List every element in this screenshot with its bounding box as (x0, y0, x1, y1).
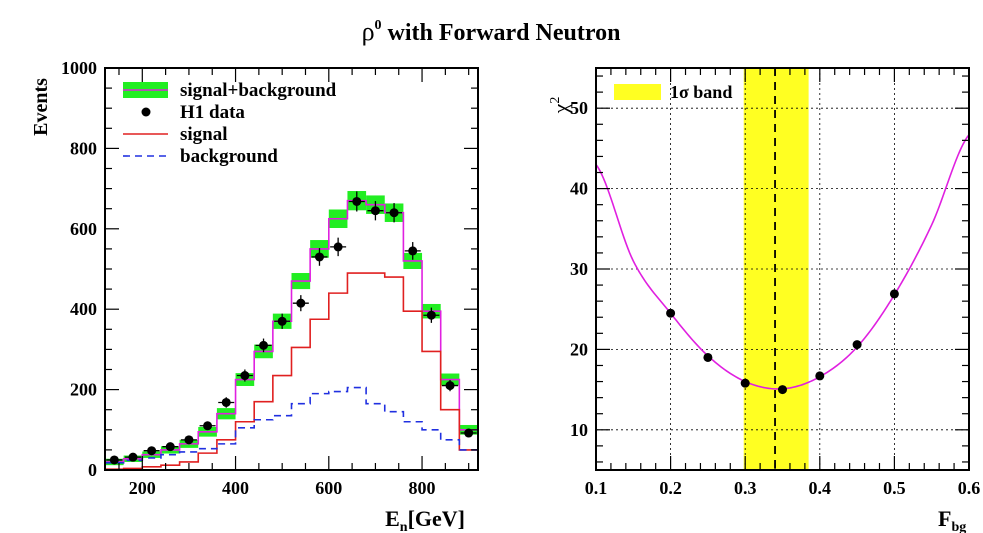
y-tick-label: 10 (570, 420, 588, 440)
x-tick-label: 0.2 (659, 478, 682, 498)
left-x-axis-label: En[GeV] (385, 506, 465, 533)
chi2-point (740, 378, 750, 388)
x-tick-label: 600 (315, 478, 342, 498)
y-tick-label: 40 (570, 179, 588, 199)
background-histogram (105, 386, 478, 464)
x-tick-label: 0.4 (809, 478, 832, 498)
chi2-point (666, 308, 676, 318)
data-point (389, 208, 399, 218)
data-point (314, 252, 324, 262)
data-point (352, 196, 362, 206)
data-point (147, 446, 157, 456)
legend-label: signal (180, 124, 228, 145)
y-tick-label: 0 (88, 460, 97, 480)
data-point (464, 428, 474, 438)
data-point (445, 381, 455, 391)
data-points-layer (106, 191, 477, 465)
y-tick-label: 800 (70, 138, 97, 158)
y-tick-label: 1000 (61, 58, 97, 78)
data-point (296, 298, 306, 308)
legend-label: H1 data (180, 102, 245, 123)
signal-layer (105, 272, 478, 470)
chi2-point (815, 371, 825, 381)
chi2-point (778, 385, 787, 395)
data-point (221, 397, 231, 407)
data-point (370, 206, 380, 216)
x-tick-label: 200 (129, 478, 156, 498)
chi2-point (889, 289, 899, 299)
x-tick-label: 0.1 (585, 478, 608, 498)
background-layer (105, 386, 478, 464)
left-ticks: 200 400 600 800 0 200 400 600 800 1000 (61, 58, 478, 498)
x-tick-label: 0.6 (958, 478, 981, 498)
x-tick-label: 400 (222, 478, 249, 498)
legend-dot-swatch (141, 107, 151, 117)
right-x-axis-label: Fbg (938, 506, 966, 533)
data-point (203, 421, 213, 431)
chi2-point (852, 340, 862, 350)
left-y-axis-label: Events (30, 78, 52, 136)
x-tick-label: 0.3 (734, 478, 757, 498)
chi2-points-layer (666, 289, 899, 395)
data-point (333, 242, 343, 252)
x-tick-label: 0.5 (883, 478, 906, 498)
data-point (259, 340, 269, 350)
right-y-axis-label: χ2 (548, 97, 573, 115)
data-point (408, 246, 418, 256)
legend-label: signal+background (180, 80, 337, 101)
data-point (426, 310, 436, 320)
data-point (128, 452, 138, 462)
y-tick-label: 400 (70, 299, 97, 319)
data-point (109, 455, 119, 465)
y-tick-label: 600 (70, 219, 97, 239)
legend-label: background (180, 146, 278, 167)
legend-band-swatch (614, 84, 661, 100)
data-point (184, 435, 194, 445)
events-histogram-panel: 200 400 600 800 0 200 400 600 800 1000 signal+bac… (30, 58, 479, 533)
right-legend: 1σ band (614, 82, 732, 102)
legend-label: 1σ band (670, 82, 732, 102)
data-point (165, 442, 175, 452)
right-grid (596, 68, 969, 470)
figure-title: ρ0 with Forward Neutron (362, 17, 621, 46)
signal-histogram (105, 272, 478, 470)
data-point (240, 371, 250, 381)
y-tick-label: 30 (570, 259, 588, 279)
y-tick-label: 20 (570, 339, 588, 359)
y-tick-label: 50 (570, 98, 588, 118)
x-tick-label: 800 (409, 478, 436, 498)
chi2-point (703, 352, 713, 362)
y-tick-label: 200 (70, 380, 97, 400)
data-point (277, 316, 287, 326)
right-ticks: 0.1 0.2 0.3 0.4 0.5 0.6 10 20 30 40 50 (570, 68, 980, 498)
